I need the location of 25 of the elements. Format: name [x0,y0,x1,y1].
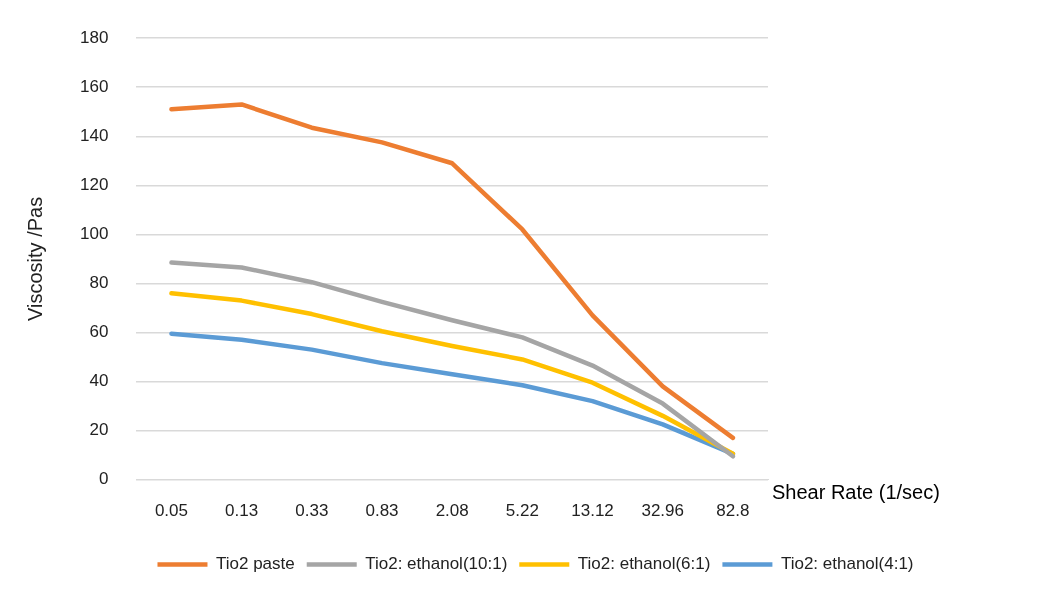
y-tick-label: 160 [79,76,109,96]
x-tick-label: 0.33 [295,501,329,521]
y-tick-label: 0 [98,469,109,489]
legend-label: Tio2: ethanol(4:1) [780,554,914,574]
y-tick-label: 80 [89,273,109,293]
y-tick-label: 40 [89,371,109,391]
x-tick-label: 0.05 [154,501,188,521]
x-tick-label: 0.13 [225,501,259,521]
y-tick-label: 20 [89,420,109,440]
x-tick-label: 2.08 [435,501,469,521]
y-tick-label: 100 [79,224,109,244]
x-tick-label: 0.83 [365,501,399,521]
legend-label: Tio2: ethanol(10:1) [365,554,508,574]
y-tick-label: 60 [89,322,109,342]
x-axis-title: Shear Rate (1/sec) [772,481,940,504]
x-tick-label: 5.22 [505,501,539,521]
x-tick-label: 82.8 [716,501,750,521]
x-tick-label: 13.12 [571,501,614,521]
y-axis-title: Viscosity /Pas [23,196,46,321]
x-tick-label: 32.96 [641,501,684,521]
legend-label: Tio2: ethanol(6:1) [577,554,711,574]
y-tick-label: 180 [79,27,109,47]
legend-label: Tio2 paste [215,554,295,574]
y-tick-label: 140 [79,125,109,145]
y-tick-label: 120 [79,175,109,195]
